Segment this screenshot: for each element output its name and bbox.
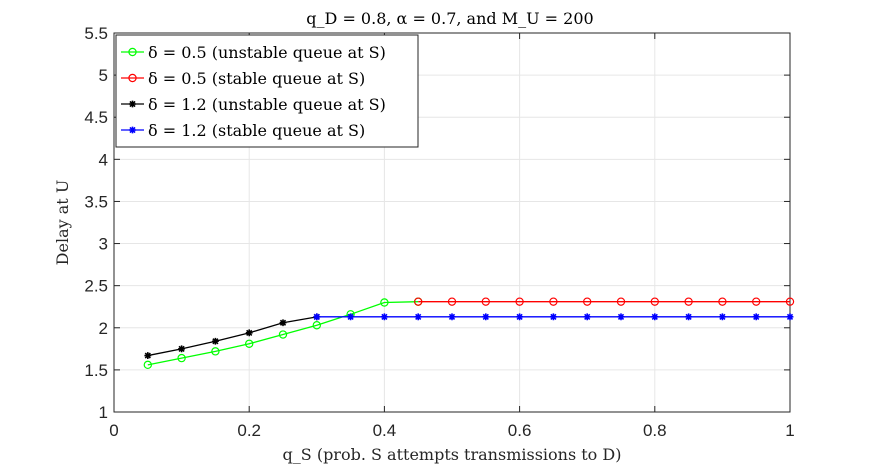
legend-label: δ = 1.2 (stable queue at S): [148, 121, 365, 140]
series-3-point: [144, 352, 152, 359]
y-tick-label: 5.5: [84, 24, 108, 43]
legend-box: [115, 34, 419, 148]
series-4-point: [719, 313, 726, 321]
series-4-point: [752, 313, 760, 321]
y-tick-label: 3.5: [84, 192, 108, 211]
series-2-point: [718, 297, 727, 306]
series-4-point: [347, 313, 354, 321]
series-2-point: [414, 297, 423, 306]
x-tick-label: 0: [109, 421, 118, 440]
legend-entry: δ = 1.2 (unstable queue at S): [121, 95, 386, 114]
series-2: [414, 297, 795, 306]
series-1-line: [147, 301, 419, 366]
y-tick-label: 3: [99, 235, 108, 254]
y-tick-label: 2.5: [84, 277, 108, 296]
y-tick-label: 4: [99, 150, 108, 169]
series-2-point: [515, 297, 524, 306]
series-1: [143, 297, 423, 370]
series-1-point: [312, 321, 321, 330]
plot-area: [113, 32, 791, 413]
series-4-point: [482, 313, 490, 321]
series-4-point: [381, 313, 388, 321]
series-1-point: [211, 347, 220, 356]
y-tick-label: 1: [99, 403, 108, 422]
series-4-point: [448, 313, 456, 321]
x-tick-label: 0.2: [237, 421, 261, 440]
series-4-point: [313, 313, 321, 321]
series-2-point: [481, 297, 490, 306]
series-1-point: [380, 298, 389, 307]
series-2-point: [583, 297, 592, 306]
series-3-point: [212, 337, 219, 345]
series-4-point: [516, 313, 523, 321]
legend-swatch-marker: [129, 100, 136, 108]
series-4-point: [583, 313, 591, 321]
series-2-point: [785, 297, 795, 306]
legend-entry: δ = 0.5 (stable queue at S): [121, 69, 365, 88]
series-1-point: [143, 360, 152, 370]
series-4-point: [685, 313, 692, 321]
x-tick-label: 0.4: [373, 421, 397, 440]
series-3: [144, 313, 321, 359]
series-2-point: [447, 297, 457, 306]
legend-swatch-marker: [129, 126, 136, 134]
legend-label: δ = 0.5 (unstable queue at S): [148, 43, 386, 62]
x-tick-label: 0.6: [508, 421, 532, 440]
y-tick-label: 2: [99, 319, 108, 338]
series-4-point: [414, 313, 422, 321]
legend: δ = 0.5 (unstable queue at S) δ = 0.5 (st…: [115, 34, 419, 148]
series-2-point: [616, 297, 626, 306]
axis-ticks: 0 0.2 0.4 0.6 0.8 1 1 1.5 2 2.5 3 3.5 4 4.5 5 5.5: [84, 24, 794, 440]
series-3-point: [245, 329, 253, 337]
series-2-point: [549, 297, 558, 306]
legend-swatch-marker: [128, 73, 137, 83]
series-3-line: [147, 316, 317, 357]
legend-label: δ = 0.5 (stable queue at S): [148, 69, 365, 88]
series-1-point: [244, 339, 254, 348]
series-4-point: [786, 313, 794, 321]
chart-title: q_D = 0.8, α = 0.7, and M_U = 200: [306, 9, 593, 28]
series-2-point: [684, 297, 693, 306]
series-4-point: [651, 313, 659, 321]
series-4-point: [617, 313, 625, 321]
legend-label: δ = 1.2 (unstable queue at S): [148, 95, 386, 114]
series-1-point: [278, 330, 288, 339]
series-2-point: [650, 297, 660, 306]
x-axis-label: q_S (prob. S attempts transmissions to D…: [283, 445, 622, 464]
series-4-point: [550, 313, 557, 321]
series-3-point: [279, 319, 287, 327]
series-3-point: [178, 345, 185, 353]
series-2-point: [752, 297, 761, 306]
x-tick-label: 1: [785, 421, 794, 440]
series-layer: [143, 297, 795, 370]
series-1-point: [177, 353, 186, 363]
y-tick-label: 4.5: [84, 108, 108, 127]
legend-swatch-marker: [128, 47, 137, 57]
legend-entry: δ = 0.5 (unstable queue at S): [121, 43, 386, 62]
y-tick-label: 5: [99, 66, 108, 85]
series-4: [313, 313, 794, 321]
legend-entry: δ = 1.2 (stable queue at S): [121, 121, 365, 140]
y-axis-label: Delay at U: [53, 180, 72, 266]
x-tick-label: 0.8: [643, 421, 667, 440]
y-tick-label: 1.5: [84, 361, 108, 380]
